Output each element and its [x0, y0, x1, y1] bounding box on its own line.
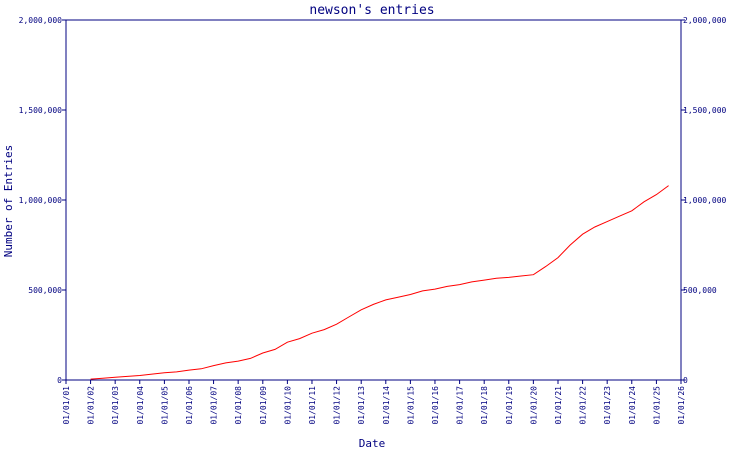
- x-tick-label: 01/01/08: [234, 386, 243, 425]
- x-tick-label: 01/01/17: [456, 386, 465, 425]
- x-tick-label: 01/01/02: [87, 386, 96, 425]
- left-y-ticks: 0 500,000 1,000,000 1,500,000 2,000,000: [19, 16, 66, 385]
- x-tick-label: 01/01/04: [136, 386, 145, 425]
- x-tick-label: 01/01/23: [603, 386, 612, 425]
- x-tick-label: 01/01/12: [333, 386, 342, 425]
- right-y-ticks: 0 500,000 1,000,000 1,500,000 2,000,000: [681, 16, 727, 385]
- axes: [65, 19, 682, 381]
- x-tick-label: 01/01/01: [62, 386, 71, 425]
- y-tick-label-right: 1,000,000: [683, 196, 727, 205]
- x-tick-label: 01/01/25: [652, 386, 661, 425]
- y-tick-label-left: 2,000,000: [19, 16, 63, 25]
- y-tick-label-left: 0: [57, 376, 62, 385]
- x-tick-label: 01/01/24: [628, 386, 637, 425]
- y-tick-label-left: 500,000: [28, 286, 62, 295]
- x-tick-label: 01/01/13: [357, 386, 366, 425]
- x-tick-label: 01/01/06: [185, 386, 194, 425]
- x-tick-label: 01/01/16: [431, 386, 440, 425]
- x-tick-label: 01/01/21: [554, 386, 563, 425]
- x-tick-label: 01/01/19: [505, 386, 514, 425]
- x-tick-label: 01/01/09: [259, 386, 268, 425]
- x-tick-label: 01/01/20: [529, 386, 538, 425]
- x-tick-label: 01/01/05: [160, 386, 169, 425]
- x-tick-label: 01/01/11: [308, 386, 317, 425]
- x-ticks: 01/01/01 01/01/02 01/01/03 01/01/04 01/01/05…: [62, 380, 686, 425]
- x-tick-label: 01/01/14: [382, 386, 391, 425]
- x-tick-label: 01/01/10: [283, 386, 292, 425]
- y-tick-label-right: 2,000,000: [683, 16, 727, 25]
- x-tick-label: 01/01/18: [480, 386, 489, 425]
- series-group: [90, 185, 669, 380]
- series-line-0: [90, 185, 669, 380]
- x-tick-label: 01/01/03: [111, 386, 120, 425]
- y-tick-label-right: 1,500,000: [683, 106, 727, 115]
- x-tick-label: 01/01/15: [406, 386, 415, 425]
- x-tick-label: 01/01/07: [210, 386, 219, 425]
- y-axis-label: Number of Entries: [2, 145, 15, 258]
- x-tick-label: 01/01/26: [677, 386, 686, 425]
- y-tick-label-left: 1,500,000: [19, 106, 63, 115]
- y-tick-label-left: 1,000,000: [19, 196, 63, 205]
- x-axis-label: Date: [359, 437, 386, 450]
- y-tick-label-right: 500,000: [683, 286, 717, 295]
- chart-title: newson's entries: [309, 3, 434, 18]
- y-tick-label-right: 0: [683, 376, 688, 385]
- x-tick-label: 01/01/22: [579, 386, 588, 425]
